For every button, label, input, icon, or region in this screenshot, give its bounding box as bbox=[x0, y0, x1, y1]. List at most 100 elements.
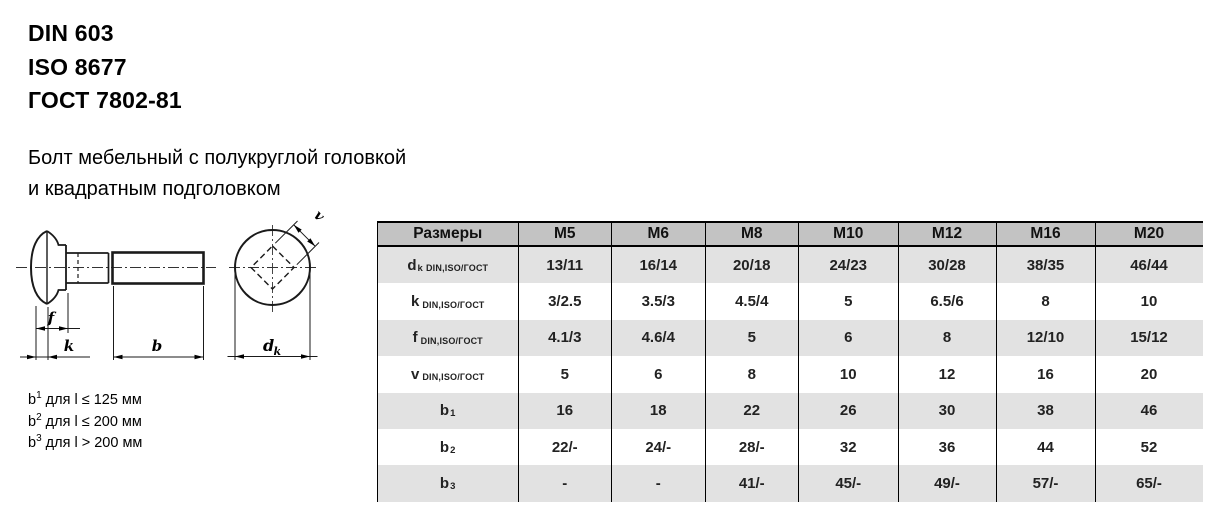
head-outline-circle bbox=[234, 229, 311, 306]
dim-label-k: k bbox=[64, 337, 74, 355]
value-cell: 10 bbox=[798, 356, 898, 393]
dim-label-f: f bbox=[47, 309, 57, 327]
value-cell: 65/- bbox=[1094, 465, 1203, 502]
value-cell: 10 bbox=[1094, 283, 1203, 320]
dimension-dk bbox=[227, 272, 318, 360]
row-label-main: b bbox=[439, 402, 450, 420]
row-label-main: b bbox=[439, 438, 450, 456]
dim-label-dk-main: d bbox=[263, 336, 274, 355]
value-cell: 22/- bbox=[517, 428, 611, 466]
value-cell: 20/18 bbox=[704, 247, 798, 284]
column-header-sizes: Размеры bbox=[377, 221, 518, 247]
value-cell: 8 bbox=[897, 319, 996, 357]
value-cell: 3/2.5 bbox=[517, 283, 611, 320]
value-cell: 52 bbox=[1094, 428, 1203, 466]
value-cell: 6.5/6 bbox=[897, 283, 996, 320]
value-cell: 8 bbox=[995, 283, 1095, 320]
row-label-sub: 1 bbox=[450, 408, 456, 420]
value-cell: 28/- bbox=[704, 428, 798, 466]
value-cell: 12/10 bbox=[995, 319, 1095, 357]
value-cell: 5 bbox=[798, 283, 898, 320]
row-label-main: k bbox=[410, 293, 420, 311]
value-cell: 4.6/4 bbox=[611, 319, 705, 357]
value-cell: 38 bbox=[995, 392, 1095, 429]
column-header-m10: M10 bbox=[798, 221, 898, 247]
product-title-line2: и квадратным подголовком bbox=[28, 178, 281, 200]
row-label: k DIN,ISO/ГОСТ bbox=[377, 283, 518, 320]
row-label-suffix: DIN,ISO/ГОСТ bbox=[420, 335, 483, 346]
value-cell: 36 bbox=[897, 428, 996, 466]
value-cell: 24/23 bbox=[798, 247, 898, 284]
column-header-m8: M8 bbox=[704, 221, 798, 247]
footnote-b1: b1 для l ≤ 125 мм bbox=[28, 390, 142, 408]
row-label-suffix: DIN,ISO/ГОСТ bbox=[422, 372, 485, 383]
row-label-sub: 2 bbox=[450, 444, 456, 456]
square-neck-hidden-outline bbox=[250, 245, 295, 290]
bolt-thread-section bbox=[111, 251, 205, 285]
standard-gost: ГОСТ 7802-81 bbox=[28, 87, 182, 113]
value-cell: - bbox=[517, 465, 611, 502]
row-label-main: v bbox=[410, 365, 420, 383]
value-cell: 6 bbox=[611, 356, 705, 393]
value-cell: 30/28 bbox=[897, 247, 996, 284]
bolt-front-view: v d k bbox=[227, 208, 328, 360]
dimensions-table: Размеры M5 M6 M8 M10 M12 M16 M20 d k DIN,I… bbox=[377, 221, 1203, 502]
value-cell: 16 bbox=[995, 356, 1095, 393]
column-header-m20: M20 bbox=[1094, 221, 1203, 247]
value-cell: 24/- bbox=[611, 428, 705, 466]
footnote-b3: b3 для l > 200 мм bbox=[28, 433, 143, 451]
value-cell: 12 bbox=[897, 356, 996, 393]
value-cell: 46/44 bbox=[1094, 247, 1203, 284]
value-cell: 13/11 bbox=[517, 247, 611, 284]
value-cell: 16 bbox=[517, 392, 611, 429]
value-cell: 32 bbox=[798, 428, 898, 466]
column-header-m16: M16 bbox=[995, 221, 1095, 247]
dimension-v bbox=[274, 220, 320, 266]
dimension-f bbox=[35, 293, 80, 360]
row-label: f DIN,ISO/ГОСТ bbox=[377, 319, 518, 357]
dim-label-dk-sub: k bbox=[274, 345, 282, 358]
value-cell: 4.1/3 bbox=[517, 319, 611, 357]
value-cell: 57/- bbox=[995, 465, 1095, 502]
value-cell: 20 bbox=[1094, 356, 1203, 393]
value-cell: 49/- bbox=[897, 465, 996, 502]
bolt-side-view: f k b bbox=[16, 230, 216, 360]
dim-label-v: v bbox=[310, 208, 328, 226]
value-cell: 18 bbox=[611, 392, 705, 429]
footnotes: b1 для l ≤ 125 мм b2 для l ≤ 200 мм b3 д… bbox=[28, 390, 142, 455]
column-header-m12: M12 bbox=[897, 221, 996, 247]
value-cell: 26 bbox=[798, 392, 898, 429]
row-label: v DIN,ISO/ГОСТ bbox=[377, 356, 518, 393]
value-cell: 38/35 bbox=[995, 247, 1095, 284]
row-label-main: d bbox=[407, 256, 417, 274]
value-cell: 46 bbox=[1094, 392, 1203, 429]
dimension-b bbox=[113, 286, 204, 360]
standards-block: DIN 603 ISO 8677 ГОСТ 7802-81 bbox=[28, 17, 182, 118]
value-cell: 30 bbox=[897, 392, 996, 429]
column-header-m5: M5 bbox=[517, 221, 611, 247]
value-cell: 41/- bbox=[704, 465, 798, 502]
dim-label-b: b bbox=[152, 337, 163, 355]
value-cell: 8 bbox=[704, 356, 798, 393]
row-label-main: b bbox=[439, 475, 450, 493]
standard-iso: ISO 8677 bbox=[28, 53, 127, 80]
value-cell: 3.5/3 bbox=[611, 283, 705, 320]
row-label-main: f bbox=[412, 329, 418, 347]
value-cell: 44 bbox=[995, 428, 1095, 466]
product-title-line1: Болт мебельный с полукруглой головкой bbox=[28, 147, 407, 169]
value-cell: 45/- bbox=[798, 465, 898, 502]
product-title: Болт мебельный с полукруглой головкой и … bbox=[28, 143, 406, 205]
value-cell: 4.5/4 bbox=[704, 283, 798, 320]
bolt-technical-drawing: f k b bbox=[16, 208, 328, 360]
row-label-sub: 3 bbox=[450, 481, 456, 493]
row-label-suffix: DIN,ISO/ГОСТ bbox=[422, 299, 485, 310]
value-cell: 5 bbox=[704, 319, 798, 357]
dimension-k bbox=[20, 307, 90, 360]
value-cell: 15/12 bbox=[1094, 319, 1203, 357]
value-cell: 22 bbox=[704, 392, 798, 429]
value-cell: 5 bbox=[517, 356, 611, 393]
